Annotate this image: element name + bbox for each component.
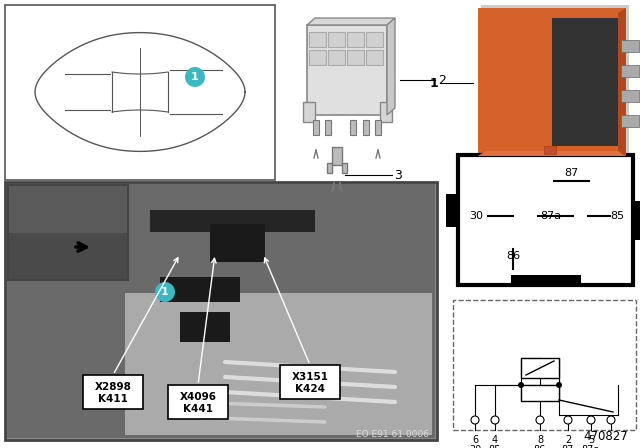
Bar bbox=[470, 162, 634, 170]
Bar bbox=[303, 102, 315, 122]
Bar bbox=[210, 224, 265, 262]
Text: 30: 30 bbox=[469, 211, 483, 221]
Bar bbox=[481, 5, 629, 153]
Bar bbox=[313, 120, 319, 135]
Bar bbox=[5, 5, 275, 180]
Text: 30: 30 bbox=[469, 445, 481, 448]
Bar bbox=[125, 293, 432, 435]
Text: 3: 3 bbox=[394, 168, 402, 181]
Text: 1: 1 bbox=[191, 72, 199, 82]
Text: 4: 4 bbox=[492, 435, 498, 445]
Text: 86: 86 bbox=[506, 251, 520, 261]
Bar bbox=[5, 182, 437, 440]
Text: X4096: X4096 bbox=[179, 392, 216, 402]
Text: 87a: 87a bbox=[582, 445, 600, 448]
Circle shape bbox=[518, 382, 524, 388]
Circle shape bbox=[471, 416, 479, 424]
Bar bbox=[621, 40, 639, 52]
Bar bbox=[521, 385, 559, 401]
Bar bbox=[342, 163, 347, 173]
Bar bbox=[7, 184, 435, 438]
Bar bbox=[8, 185, 128, 280]
Text: K424: K424 bbox=[295, 384, 325, 394]
Bar bbox=[478, 8, 626, 156]
Bar bbox=[544, 146, 556, 154]
Circle shape bbox=[536, 416, 544, 424]
Circle shape bbox=[491, 416, 499, 424]
Bar bbox=[328, 32, 345, 47]
Bar bbox=[350, 120, 356, 135]
Circle shape bbox=[587, 416, 595, 424]
Circle shape bbox=[556, 382, 562, 388]
Bar bbox=[633, 201, 640, 240]
Bar bbox=[328, 50, 345, 65]
Bar bbox=[380, 102, 392, 122]
Polygon shape bbox=[618, 8, 626, 156]
Text: 6: 6 bbox=[472, 435, 478, 445]
Bar bbox=[621, 65, 639, 77]
Polygon shape bbox=[307, 18, 395, 25]
Text: 87a: 87a bbox=[540, 211, 561, 221]
Circle shape bbox=[155, 282, 175, 302]
Bar bbox=[347, 50, 364, 65]
Text: 1: 1 bbox=[429, 77, 438, 90]
Bar bbox=[309, 32, 326, 47]
Polygon shape bbox=[478, 151, 626, 156]
Bar bbox=[363, 120, 369, 135]
Text: 470827: 470827 bbox=[583, 430, 628, 443]
Text: EO E91 61 0006: EO E91 61 0006 bbox=[356, 430, 429, 439]
Text: 2: 2 bbox=[438, 73, 446, 86]
Bar bbox=[521, 358, 559, 378]
Bar bbox=[180, 312, 230, 342]
Text: X2898: X2898 bbox=[95, 382, 131, 392]
Text: 1: 1 bbox=[161, 287, 169, 297]
Bar bbox=[621, 90, 639, 102]
Text: 5: 5 bbox=[588, 435, 594, 445]
Bar bbox=[168, 385, 228, 419]
Bar bbox=[375, 120, 381, 135]
Bar bbox=[511, 275, 580, 285]
Bar bbox=[453, 300, 636, 430]
Bar bbox=[621, 115, 639, 127]
Text: K441: K441 bbox=[183, 404, 213, 414]
Bar bbox=[309, 50, 326, 65]
Bar bbox=[83, 375, 143, 409]
Bar bbox=[9, 186, 127, 233]
Bar bbox=[332, 147, 342, 165]
Text: 2: 2 bbox=[565, 435, 571, 445]
Bar bbox=[150, 210, 315, 232]
Bar bbox=[366, 50, 383, 65]
Bar bbox=[347, 32, 364, 47]
Bar bbox=[325, 120, 331, 135]
Polygon shape bbox=[387, 18, 395, 115]
Bar bbox=[160, 277, 240, 302]
Bar bbox=[446, 194, 458, 227]
Bar bbox=[552, 18, 618, 146]
Bar bbox=[280, 365, 340, 399]
Text: 8: 8 bbox=[537, 435, 543, 445]
Text: X3151: X3151 bbox=[291, 372, 328, 382]
Bar bbox=[458, 155, 633, 285]
Text: 86: 86 bbox=[534, 445, 546, 448]
Bar bbox=[327, 163, 332, 173]
Text: K411: K411 bbox=[98, 394, 128, 404]
Bar bbox=[307, 25, 387, 115]
Circle shape bbox=[607, 416, 615, 424]
Circle shape bbox=[185, 67, 205, 87]
Text: 87: 87 bbox=[564, 168, 579, 178]
Text: 85: 85 bbox=[489, 445, 501, 448]
Text: 85: 85 bbox=[610, 211, 624, 221]
Circle shape bbox=[564, 416, 572, 424]
Bar bbox=[366, 32, 383, 47]
Text: 87: 87 bbox=[562, 445, 574, 448]
